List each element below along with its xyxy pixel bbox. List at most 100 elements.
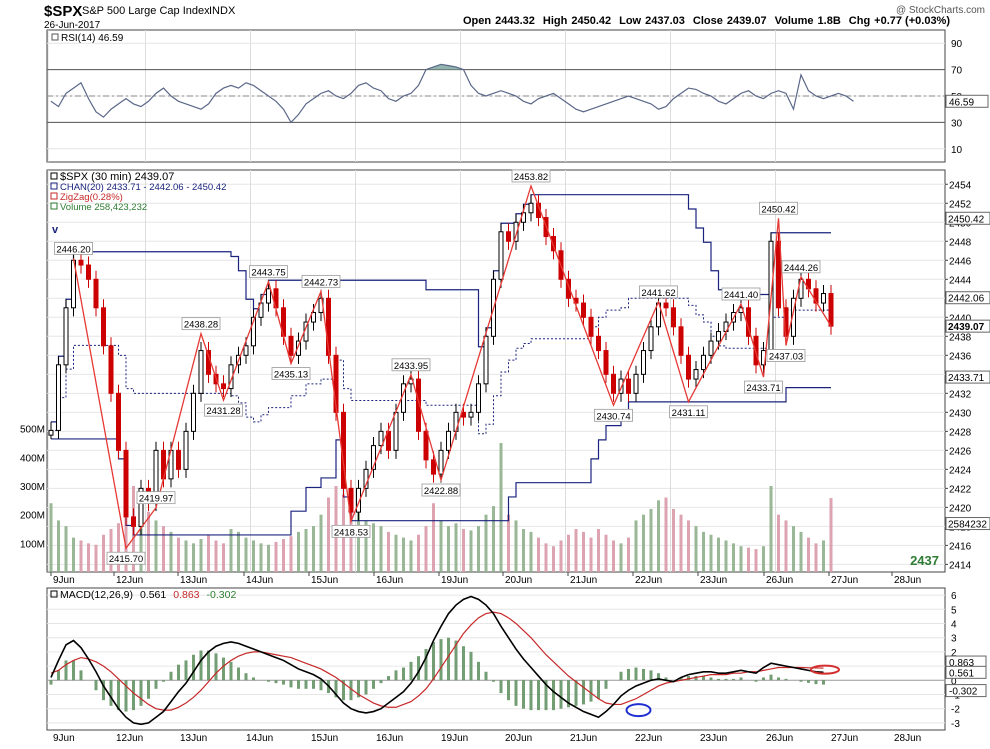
volume-bar xyxy=(297,531,300,572)
macd-histogram-bar xyxy=(79,670,83,681)
volume-bar xyxy=(237,531,240,572)
header-stat-label: Chg xyxy=(849,15,870,27)
macd-histogram-bar xyxy=(679,677,683,681)
candle-body xyxy=(101,307,106,347)
candle-body xyxy=(476,383,481,413)
macd-histogram-bar xyxy=(207,650,210,681)
candle-body xyxy=(513,221,519,242)
candle-body xyxy=(191,392,196,432)
candle-body xyxy=(251,316,256,347)
macd-histogram-bar xyxy=(597,680,600,699)
macd-histogram-bar xyxy=(424,649,428,681)
volume-bar xyxy=(64,526,68,572)
macd-histogram-bar xyxy=(222,657,225,681)
zigzag-label-box xyxy=(331,524,371,538)
zigzag-label: 2433.71 xyxy=(746,383,780,394)
macd-histogram-bar xyxy=(649,670,653,681)
price-date-label: 28Jun xyxy=(894,575,921,586)
volume-bar xyxy=(619,543,623,572)
header-stats: Open 2443.32 High 2450.42 Low 2437.03 Close 243… xyxy=(463,15,950,27)
macd-histogram-bar xyxy=(567,680,570,708)
candle-body xyxy=(483,335,489,385)
candle-body xyxy=(78,259,84,266)
volume-bar xyxy=(357,511,360,572)
volume-bar xyxy=(672,508,675,572)
volume-bar xyxy=(604,534,608,572)
volume-bar xyxy=(169,531,173,572)
zigzag-label: 2444.26 xyxy=(784,263,818,274)
macd-histogram-bar xyxy=(627,668,630,681)
rsi-tick-label: 30 xyxy=(951,118,963,129)
volume-tick-label: 200M xyxy=(20,511,45,522)
macd-histogram-bar xyxy=(94,680,98,691)
candle-body xyxy=(821,293,826,304)
price-axis-box xyxy=(945,291,990,305)
rsi-legend: RSI(14) 46.59 xyxy=(61,33,124,44)
macd-tick-label: 5 xyxy=(951,605,957,616)
macd-histogram-bar xyxy=(514,680,518,706)
price-axis-label: 2439.07 xyxy=(948,322,985,333)
zigzag-label: 2453.82 xyxy=(514,172,548,183)
volume-bar xyxy=(402,537,405,572)
volume-bar xyxy=(417,534,420,572)
volume-tick-label: 400M xyxy=(20,453,45,464)
macd-histogram-bar xyxy=(814,680,818,685)
volume-bar xyxy=(484,514,488,572)
candle-body xyxy=(138,487,144,527)
macd-histogram-bar xyxy=(454,640,458,681)
volume-bar xyxy=(769,486,773,572)
price-tick-label: 2446 xyxy=(949,256,972,267)
macd-histogram-bar xyxy=(664,677,668,681)
current-price-corner: 2437 xyxy=(910,553,939,568)
volume-bar xyxy=(222,543,225,572)
macd-histogram-bar xyxy=(634,667,638,681)
macd-histogram-bar xyxy=(372,680,375,689)
macd-histogram-bar xyxy=(252,677,255,681)
macd-panel: 654321-1-2-30MACD(12,26,9)0.5610.863-0.3… xyxy=(46,587,987,744)
macd-histogram-bar xyxy=(619,671,623,681)
rsi-last-label: 46.59 xyxy=(949,97,974,108)
price-tick-label: 2422 xyxy=(949,484,972,495)
zigzag-label-box xyxy=(511,169,551,183)
macd-tick-label: 6 xyxy=(951,591,957,602)
volume-bar xyxy=(634,520,638,572)
macd-histogram-bar xyxy=(552,680,555,711)
volume-bar xyxy=(447,526,450,572)
macd-date-label: 15Jun xyxy=(311,733,338,744)
macd-histogram-bar xyxy=(657,673,660,681)
candle-body xyxy=(416,378,421,432)
candle-body xyxy=(198,350,204,394)
macd-histogram-bar xyxy=(282,680,285,685)
macd-histogram-bar xyxy=(717,678,720,681)
macd-line xyxy=(50,595,824,726)
volume-bar xyxy=(574,529,578,572)
volume-bar xyxy=(289,536,293,572)
zigzag-label: 2418.53 xyxy=(334,527,368,538)
volume-bar xyxy=(454,523,458,572)
macd-date-label: 27Jun xyxy=(831,733,858,744)
volume-bar xyxy=(537,537,540,572)
zigzag-label: 2433.95 xyxy=(394,361,428,372)
macd-histogram-bar xyxy=(499,680,503,694)
macd-histogram-bar xyxy=(109,680,113,706)
price-panel: 2454245224502448244624442442244024382436… xyxy=(20,169,990,586)
zigzag-label: 2450.42 xyxy=(761,204,795,215)
macd-histogram-bar xyxy=(357,680,360,698)
price-legend-swatch xyxy=(50,192,58,200)
macd-histogram-bar xyxy=(409,661,413,681)
candle-body xyxy=(93,278,99,309)
volume-bar xyxy=(529,531,533,572)
candle-body xyxy=(566,278,571,299)
volume-bar xyxy=(102,534,105,572)
zigzag-label-box xyxy=(759,201,798,215)
price-axis-box xyxy=(945,370,990,384)
candle-body xyxy=(333,354,339,413)
macd-date-label: 20Jun xyxy=(505,733,532,744)
volume-bar xyxy=(207,534,210,572)
macd-histogram-bar xyxy=(822,680,825,685)
volume-tick-label: 300M xyxy=(20,482,45,493)
header-stat-label: Open xyxy=(463,15,491,27)
rsi-last-box xyxy=(945,94,989,108)
macd-last-label: 0.561 xyxy=(949,668,974,679)
macd-histogram-bar xyxy=(807,680,810,683)
